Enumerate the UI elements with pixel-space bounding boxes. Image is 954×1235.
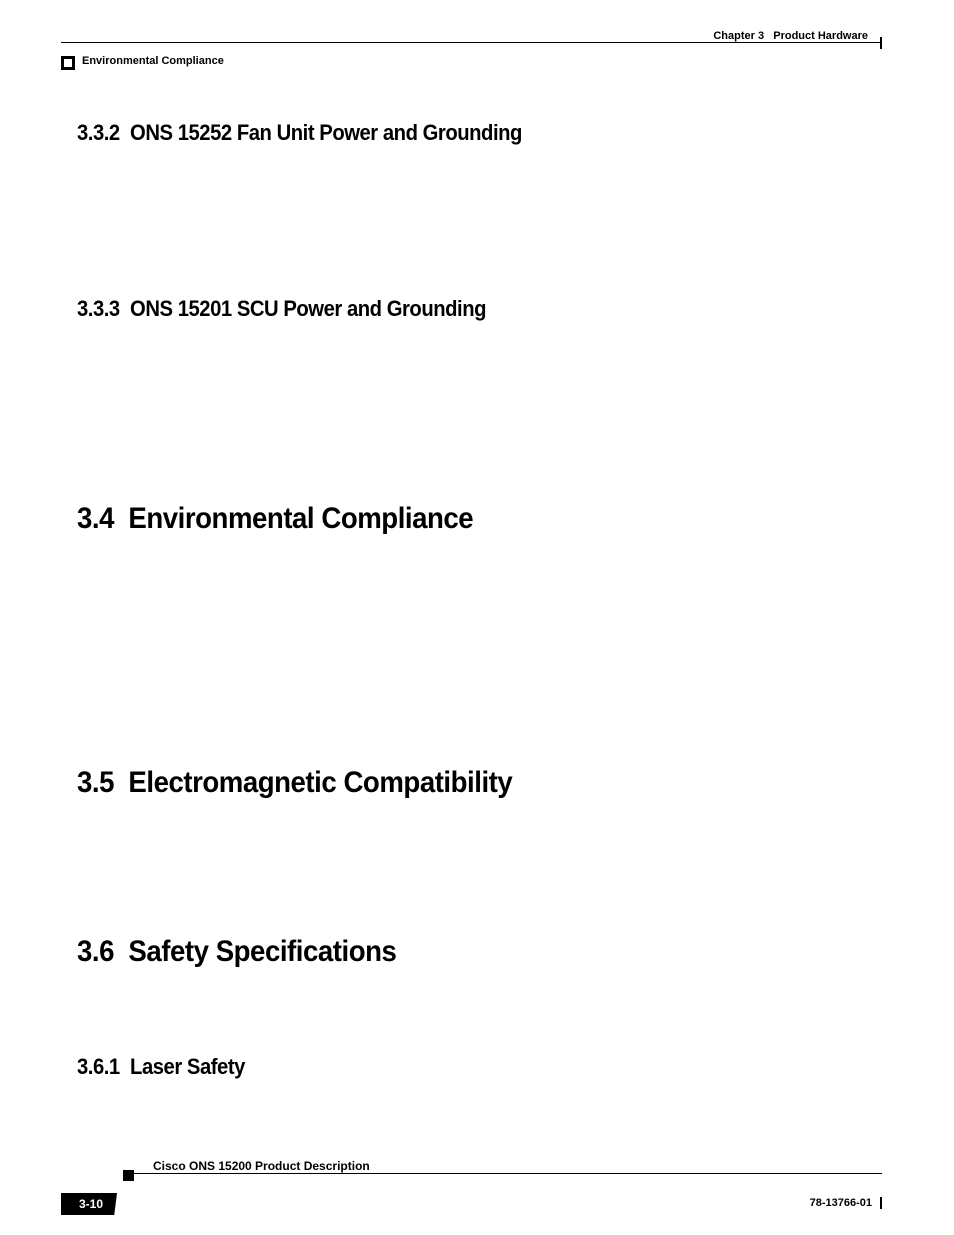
header-tick-icon (880, 37, 882, 49)
heading-3-3-2: 3.3.2 ONS 15252 Fan Unit Power and Groun… (77, 120, 818, 146)
heading-title: Environmental Compliance (128, 502, 473, 535)
heading-3-3-3: 3.3.3 ONS 15201 SCU Power and Grounding (77, 296, 818, 322)
footer-tick-icon (880, 1197, 882, 1209)
heading-title: Electromagnetic Compatibility (128, 766, 512, 799)
document-id: 78-13766-01 (810, 1197, 872, 1209)
heading-3-5: 3.5 Electromagnetic Compatibility (77, 766, 818, 800)
heading-number: 3.3.3 (77, 296, 120, 321)
chapter-title: Product Hardware (773, 30, 868, 42)
heading-number: 3.6 (77, 935, 114, 968)
heading-3-6-1: 3.6.1 Laser Safety (77, 1054, 818, 1080)
running-head: Environmental Compliance (82, 55, 224, 67)
heading-title: ONS 15252 Fan Unit Power and Grounding (130, 120, 522, 145)
heading-3-4: 3.4 Environmental Compliance (77, 502, 818, 536)
page-content: 3.3.2 ONS 15252 Fan Unit Power and Groun… (77, 110, 882, 1100)
document-page: Chapter 3 Product Hardware Environmental… (0, 0, 954, 1235)
page-number-badge: 3-10 (61, 1193, 117, 1215)
footer-book-title: Cisco ONS 15200 Product Description (153, 1159, 882, 1173)
header-bullet-inner-icon (64, 59, 72, 67)
chapter-number: Chapter 3 (713, 30, 764, 42)
heading-number: 3.3.2 (77, 120, 120, 145)
heading-number: 3.6.1 (77, 1054, 120, 1079)
heading-3-6: 3.6 Safety Specifications (77, 935, 818, 969)
footer-rule (123, 1173, 882, 1174)
heading-number: 3.4 (77, 502, 114, 535)
header-chapter: Chapter 3 Product Hardware (713, 30, 868, 42)
header-rule (61, 42, 882, 43)
footer-bullet-icon (123, 1170, 134, 1181)
heading-title: Safety Specifications (128, 935, 396, 968)
heading-title: Laser Safety (130, 1054, 245, 1079)
heading-title: ONS 15201 SCU Power and Grounding (130, 296, 486, 321)
heading-number: 3.5 (77, 766, 114, 799)
